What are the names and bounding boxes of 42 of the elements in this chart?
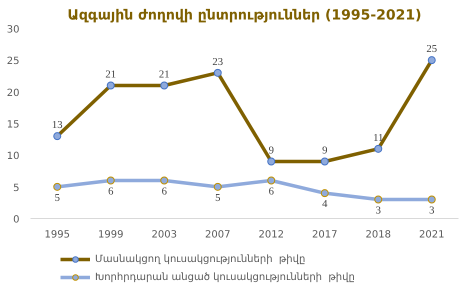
x-tick-label: 2012: [258, 230, 284, 240]
point: [160, 176, 168, 184]
data-label: 11: [373, 132, 384, 144]
y-tick-label: 15: [6, 120, 20, 130]
data-label: 9: [322, 146, 328, 156]
y-tick-label: 20: [6, 88, 20, 99]
data-label: 13: [52, 120, 63, 132]
x-tick-label: 1995: [44, 230, 70, 240]
data-label: 6: [268, 186, 275, 198]
data-label: 6: [162, 186, 168, 198]
point: [53, 182, 62, 191]
data-label: 6: [108, 186, 114, 198]
y-tick-label: 5: [13, 182, 20, 194]
data-label: 4: [322, 199, 328, 210]
data-label: 25: [426, 44, 438, 56]
point: [320, 189, 329, 198]
x-tick-label: 2018: [366, 230, 391, 240]
point: [214, 182, 222, 191]
x-tick-label: 1999: [98, 230, 124, 240]
data-label: 21: [105, 70, 116, 80]
y-tick-label: 25: [6, 56, 20, 68]
legend-label: Մասնակցող կուսակցությունների թիվը: [95, 252, 306, 266]
point: [374, 196, 382, 204]
data-label: 9: [268, 146, 274, 156]
x-tick-label: 2003: [152, 230, 177, 240]
data-label: 21: [158, 70, 170, 80]
legend-label: Խորհրդարան անցած կուսակցությունների թիվը: [95, 270, 355, 284]
chart-title: Ազգային ժողովի ընտրություններ (1995-2021): [67, 8, 422, 24]
point: [267, 176, 276, 184]
data-label: 23: [212, 56, 224, 68]
data-label: 3: [429, 206, 434, 216]
x-tick-label: 2007: [205, 230, 230, 240]
y-tick-label: 30: [6, 24, 20, 36]
x-tick-label: 2017: [312, 230, 338, 240]
y-tick-label: 10: [6, 151, 20, 162]
point: [428, 196, 436, 204]
x-tick-label: 2021: [419, 230, 444, 240]
point: [106, 176, 115, 184]
data-label: 5: [215, 192, 220, 204]
data-label: 3: [376, 206, 381, 216]
y-tick-label: 0: [13, 214, 20, 226]
data-label: 5: [54, 192, 60, 204]
